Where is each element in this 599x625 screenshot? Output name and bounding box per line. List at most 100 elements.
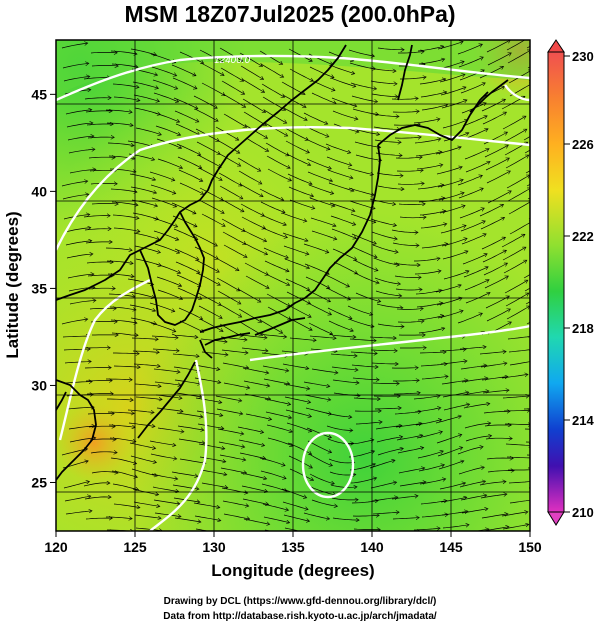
streamline [129,173,155,180]
streamline [111,63,137,67]
streamline [503,261,526,274]
streamline [267,306,290,320]
colorbar-tick-label: 210 [572,505,594,520]
streamline [174,248,198,260]
streamline [171,64,195,75]
streamline [503,410,530,411]
streamline [442,251,467,260]
y-tick-label: 25 [31,474,47,490]
streamline [245,137,268,151]
streamline [443,271,468,280]
streamline [260,470,286,478]
streamline [523,274,530,279]
y-tick-label: 30 [31,377,47,393]
streamline [483,264,507,276]
streamline [416,165,442,170]
streamline [503,130,526,143]
streamline [326,287,350,299]
streamline [396,435,422,441]
streamline [129,442,155,448]
y-axis-label: Latitude (degrees) [3,211,22,358]
streamline [306,289,330,301]
streamline [286,153,310,165]
streamline [370,80,396,84]
streamline [303,512,329,519]
streamline [239,183,263,196]
streamline [306,158,331,169]
streamline [196,272,220,285]
streamline [420,92,446,98]
streamline [87,275,114,276]
streamline [465,162,490,173]
streamline [263,378,289,384]
streamline [376,437,402,443]
x-tick-label: 125 [123,539,147,555]
streamline [155,125,180,135]
streamline [153,368,179,372]
streamline [61,181,87,187]
streamline [436,167,462,175]
streamline [106,122,133,125]
streamline [260,63,283,77]
streamline [482,251,506,263]
streamline [242,229,266,241]
streamline [199,187,223,200]
streamline [377,323,403,327]
streamline [289,468,313,480]
streamline [351,501,378,504]
streamline [179,182,203,194]
streamline [483,133,507,145]
streamline [223,244,247,257]
streamline [238,439,264,446]
streamline [508,349,530,353]
streamline [461,378,487,383]
streamline [282,94,306,107]
streamline [481,100,505,112]
streamline [67,407,94,409]
streamline [305,138,329,149]
streamline [484,425,511,426]
streamline [63,215,89,220]
streamline [111,332,138,335]
streamline [349,339,376,341]
streamline [396,309,423,310]
streamline [420,501,446,505]
streamline [65,110,91,115]
streamline [177,425,203,430]
coastlines [56,44,509,481]
streamline [399,217,426,218]
streamline [394,393,420,394]
colorbar-bottom-arrow [547,511,565,526]
streamline [417,316,443,321]
streamline [393,380,419,381]
streamline [196,141,220,154]
streamline [221,80,244,94]
streamline [178,169,202,181]
streamline [332,110,357,119]
streamline [265,411,291,418]
streamline [173,366,199,371]
streamline [152,486,178,492]
streamline [244,262,268,275]
streamline [484,145,508,158]
streamline [265,273,289,285]
streamline [532,529,557,534]
streamline [377,185,403,189]
streamline [244,124,267,138]
streamline [329,333,355,337]
streamline [465,436,491,442]
streamline [392,111,419,112]
y-tick-label: 35 [31,280,47,296]
streamline [112,83,138,87]
streamline [393,262,420,265]
streamline [245,413,271,419]
streamline [416,303,442,308]
streamline [508,481,530,484]
streamline [267,168,291,181]
streamline [395,289,422,290]
streamline [88,288,115,289]
streamline [285,140,309,153]
streamline [418,465,444,472]
streamline [413,119,439,124]
streamline [86,262,113,263]
